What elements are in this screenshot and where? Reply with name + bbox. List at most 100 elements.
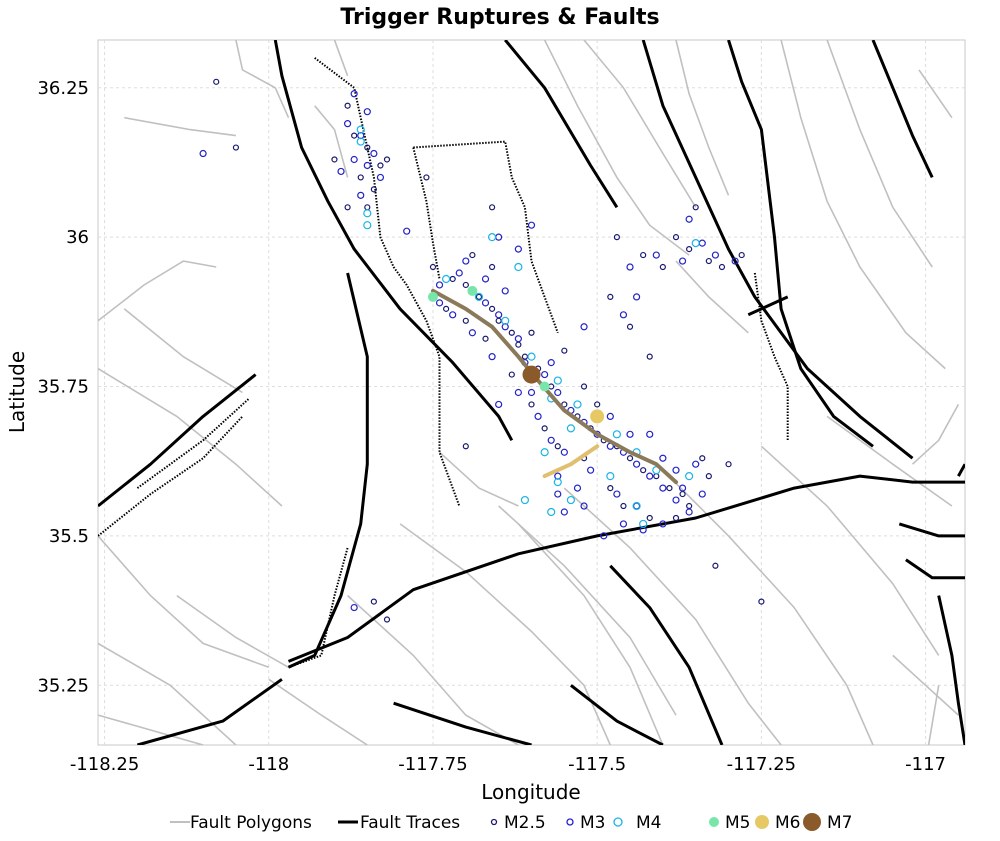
earthquake-m3 (343, 120, 352, 128)
earthquake-m3 (495, 400, 503, 409)
earthquake-m25 (462, 281, 469, 289)
earthquake-m3 (554, 388, 562, 397)
earthquake-m6 (590, 409, 605, 424)
earthquake-m25 (758, 598, 765, 605)
earthquake-m3 (692, 460, 700, 468)
legend-item: M7 (803, 813, 852, 833)
legend-item: Fault Traces (338, 813, 460, 833)
x-axis-label: Longitude (481, 780, 580, 804)
fault-polygons-layer (98, 40, 960, 745)
earthquake-m3 (646, 472, 654, 480)
fault-polygon (583, 40, 697, 208)
earthquake-m25 (443, 305, 450, 312)
legend-item: Fault Polygons (170, 813, 312, 833)
earthquake-m25 (232, 144, 240, 151)
fault-polygon (314, 105, 349, 178)
earthquake-m3 (527, 221, 536, 229)
earthquake-m4 (520, 495, 530, 505)
fault-polygon-boundary (98, 415, 244, 537)
earthquake-m25 (620, 502, 627, 510)
fault-trace (504, 40, 619, 209)
earthquake-m25 (646, 353, 653, 360)
fault-polygon-boundaries-layer (98, 57, 789, 669)
fault-trace (747, 295, 789, 317)
earthquake-m3 (403, 227, 411, 235)
fault-polygon (438, 451, 519, 507)
earthquake-m25 (429, 263, 437, 271)
fault-polygon (543, 40, 690, 256)
legend-label: M7 (827, 813, 852, 833)
earthquake-m5 (539, 381, 550, 392)
y-axis-ticks: 35.25 35.5 35.75 36 36.25 (37, 78, 89, 696)
earthquake-m25 (508, 329, 515, 336)
earthquake-m4 (527, 352, 536, 361)
earthquake-m4 (606, 472, 615, 481)
fault-trace (287, 474, 965, 663)
earthquake-m25 (462, 317, 469, 324)
earthquake-m25 (344, 204, 351, 211)
earthquake-m3 (455, 269, 463, 277)
earthquake-m25 (626, 455, 634, 462)
earthquake-m3 (350, 90, 358, 98)
fault-polygon-boundary (288, 547, 349, 669)
earthquake-m25 (607, 484, 614, 492)
y-tick-label: 35.25 (37, 675, 89, 696)
earthquake-m25 (580, 383, 588, 390)
earthquake-m3 (659, 454, 667, 462)
earthquake-m25 (607, 293, 614, 301)
earthquake-m3 (501, 287, 509, 295)
earthquake-m25 (640, 251, 647, 259)
earthquake-m25 (383, 616, 391, 623)
legend-item: M2.5 (490, 813, 546, 833)
chart-title: Trigger Ruptures & Faults (340, 5, 659, 30)
earthquake-m3 (626, 430, 634, 438)
earthquake-m3 (468, 329, 476, 337)
fault-polygon (892, 654, 959, 716)
fault-polygon-boundary (314, 57, 461, 507)
x-axis-ticks: -118.25 -118 -117.75 -117.5 -117.25 -117 (70, 754, 946, 775)
fault-polygon (498, 505, 677, 716)
earthquake-m3 (514, 335, 522, 343)
fault-polygon (563, 487, 782, 745)
earthquake-m3 (646, 430, 654, 438)
x-tick-label: -117.25 (727, 754, 796, 775)
fault-polygon (675, 40, 730, 196)
fault-trace (287, 272, 369, 669)
earthquake-m3 (514, 388, 522, 397)
earthquake-m25 (672, 514, 680, 522)
earthquake-m4 (363, 209, 372, 218)
fault-polygon (98, 367, 283, 507)
earthquake-m25 (666, 484, 673, 492)
fault-trace (937, 595, 965, 745)
legend-label: M3 (580, 813, 605, 833)
earthquake-m3 (547, 359, 555, 367)
earthquake-m25 (528, 401, 535, 408)
fault-polygon (268, 678, 368, 745)
x-tick-label: -118 (248, 754, 289, 775)
earthquake-m3 (711, 251, 720, 259)
earthquake-m25 (541, 425, 548, 432)
earthquake-m25 (508, 371, 515, 378)
earthquake-m25 (594, 401, 601, 408)
earthquake-m4 (612, 430, 621, 439)
earthquake-m3 (527, 388, 536, 397)
earthquake-m25 (686, 246, 693, 253)
earthquake-m3 (672, 466, 680, 474)
earthquake-m25 (692, 204, 699, 211)
earthquake-m4 (691, 239, 700, 248)
ruptures-layer (431, 288, 678, 485)
earthquake-m25 (423, 174, 430, 181)
earthquake-m3 (731, 257, 739, 265)
earthquake-m3 (514, 245, 522, 253)
earthquake-m25 (725, 461, 732, 468)
earthquake-m3 (606, 412, 614, 420)
fault-polygon-boundary (136, 397, 250, 489)
legend-label: Fault Traces (360, 813, 460, 833)
earthquake-m3 (435, 281, 444, 289)
earthquake-m3 (350, 603, 358, 612)
legend-item: M3 (566, 813, 605, 833)
large-earthquakes-layer (427, 285, 605, 424)
earthquake-m4 (442, 274, 451, 284)
earthquake-m25 (561, 401, 568, 408)
earthquake-m25 (357, 174, 364, 181)
